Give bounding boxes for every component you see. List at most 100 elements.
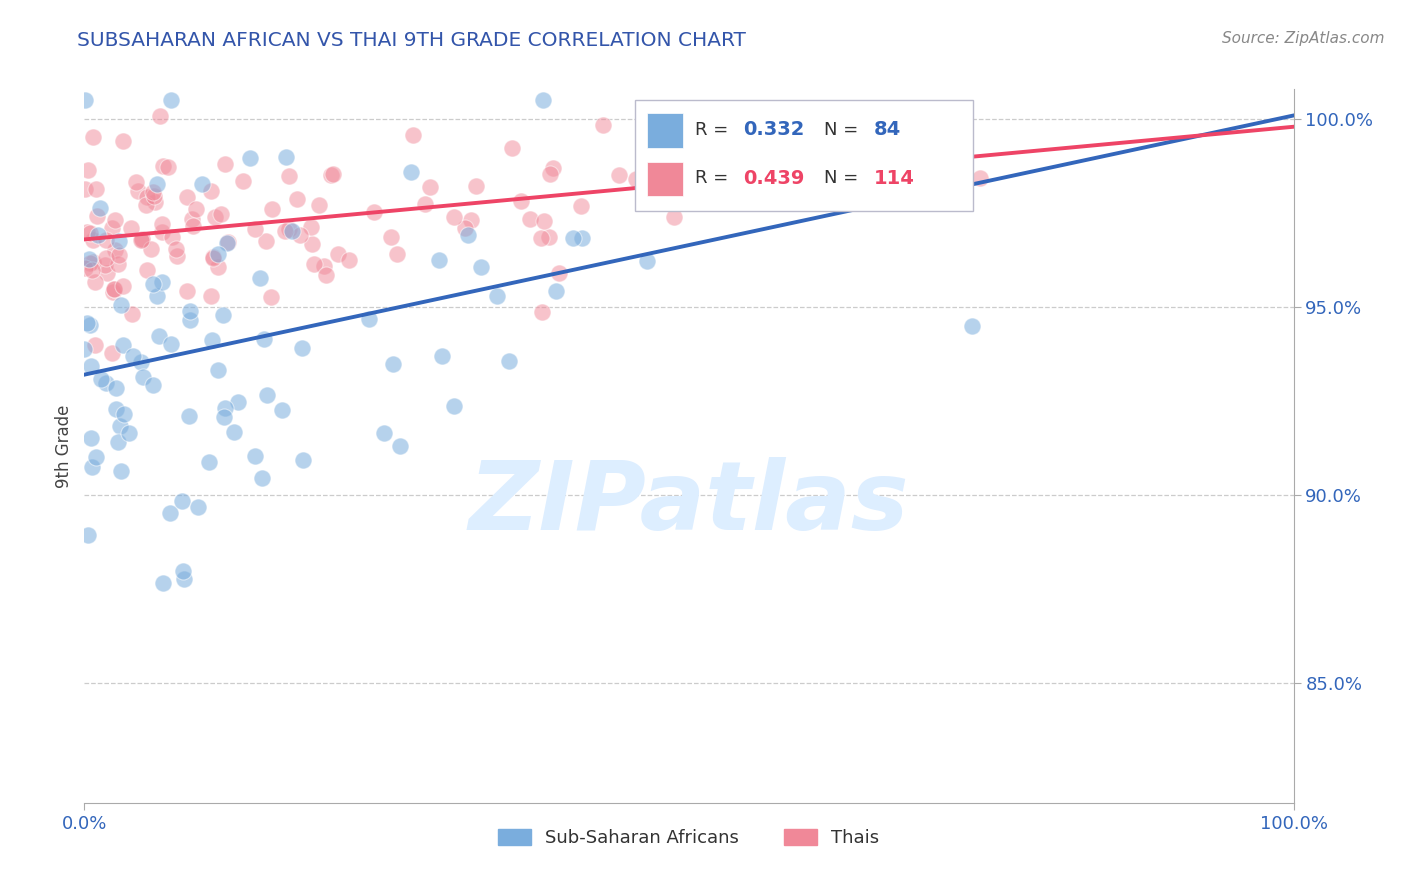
Point <box>501 141 523 155</box>
Point <box>143 194 166 209</box>
Point <box>149 109 172 123</box>
Point <box>260 290 283 304</box>
Point <box>485 289 508 303</box>
Point <box>176 284 198 298</box>
Point <box>703 167 725 181</box>
Point <box>226 395 249 409</box>
Point <box>443 399 465 413</box>
Point <box>624 172 647 186</box>
Point <box>142 378 165 392</box>
Point <box>135 190 157 204</box>
Point <box>110 464 132 478</box>
Text: 0.439: 0.439 <box>744 169 804 188</box>
Point <box>315 268 337 283</box>
Point <box>127 184 149 198</box>
Point <box>548 266 571 280</box>
Point <box>319 168 342 182</box>
Point <box>301 237 323 252</box>
Point <box>76 163 98 178</box>
Point <box>75 94 97 108</box>
Point <box>519 211 541 226</box>
Point <box>76 225 98 239</box>
Point <box>80 459 103 474</box>
Point <box>160 230 183 244</box>
Point <box>118 425 141 440</box>
Point <box>281 224 304 238</box>
Point <box>156 160 179 174</box>
Point <box>243 222 266 236</box>
Bar <box>647 113 683 148</box>
Point <box>108 419 131 434</box>
Point <box>172 564 194 578</box>
Point <box>160 94 183 108</box>
Point <box>82 255 104 269</box>
Point <box>112 407 135 421</box>
Point <box>960 319 983 334</box>
Point <box>96 376 118 391</box>
Point <box>198 455 221 469</box>
Point <box>308 198 330 212</box>
Point <box>402 128 425 142</box>
Point <box>124 175 146 189</box>
Point <box>470 260 492 274</box>
Point <box>108 234 131 248</box>
Point <box>135 197 157 211</box>
Text: N =: N = <box>824 121 859 139</box>
Point <box>94 252 117 266</box>
Point <box>207 363 229 377</box>
Point <box>457 227 479 242</box>
Point <box>214 401 236 415</box>
Point <box>401 165 423 179</box>
Text: Source: ZipAtlas.com: Source: ZipAtlas.com <box>1222 31 1385 46</box>
Legend: Sub-Saharan Africans, Thais: Sub-Saharan Africans, Thais <box>491 822 887 855</box>
Point <box>121 307 143 321</box>
Point <box>385 246 408 260</box>
Point <box>212 410 235 425</box>
Point <box>131 233 153 247</box>
Point <box>256 388 278 402</box>
Point <box>531 94 554 108</box>
Point <box>212 308 235 322</box>
Point <box>510 194 533 208</box>
Point <box>202 250 225 264</box>
Point <box>538 229 561 244</box>
Point <box>77 252 100 266</box>
Bar <box>634 100 973 211</box>
Text: ZIPatlas: ZIPatlas <box>468 457 910 549</box>
Point <box>107 257 129 271</box>
Point <box>110 298 132 312</box>
Point <box>79 255 101 269</box>
Point <box>689 174 711 188</box>
Point <box>413 197 436 211</box>
Point <box>209 207 232 221</box>
Point <box>152 159 174 173</box>
Point <box>274 150 297 164</box>
Text: R =: R = <box>695 121 734 139</box>
Point <box>571 199 593 213</box>
Point <box>302 257 325 271</box>
Point <box>77 528 100 542</box>
Point <box>389 439 412 453</box>
Point <box>135 263 157 277</box>
Point <box>256 235 278 249</box>
Point <box>142 185 165 199</box>
Point <box>239 152 262 166</box>
Point <box>214 157 236 171</box>
Point <box>107 435 129 450</box>
Point <box>592 118 614 132</box>
Point <box>186 202 208 216</box>
Point <box>454 221 477 235</box>
Point <box>662 210 685 224</box>
Point <box>96 234 118 248</box>
Point <box>104 402 127 417</box>
Point <box>544 284 567 298</box>
Point <box>150 226 173 240</box>
Point <box>271 402 294 417</box>
Point <box>636 253 658 268</box>
Bar <box>647 162 683 196</box>
Point <box>285 192 308 206</box>
Point <box>191 178 214 192</box>
Point <box>111 337 134 351</box>
Point <box>201 252 224 266</box>
Point <box>104 243 127 257</box>
